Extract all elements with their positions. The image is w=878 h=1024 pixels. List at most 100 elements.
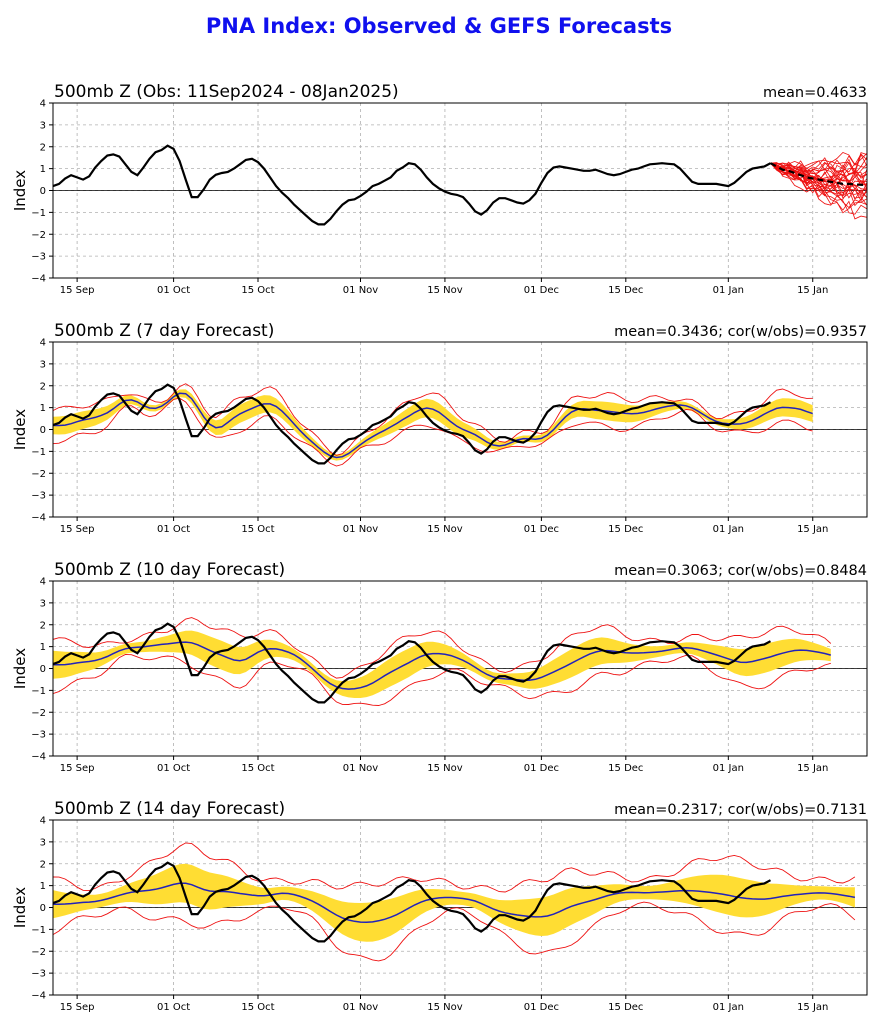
x-tick-label: 15 Dec <box>608 1002 643 1013</box>
x-tick-label: 01 Oct <box>157 524 190 535</box>
x-tick-label: 15 Oct <box>241 285 274 296</box>
y-tick-label: 2 <box>40 620 46 631</box>
x-tick-label: 01 Dec <box>524 524 559 535</box>
panel-4: −4 −3 −2 −1 0 1 2 3 4 15 Sep 01 Oct 15 Oct 01 Nov 15 … <box>11 799 868 1013</box>
plot-area <box>53 842 856 962</box>
y-tick-label: −4 <box>31 513 46 524</box>
observed-series-line <box>53 144 772 226</box>
y-tick-label: 0 <box>40 186 46 197</box>
y-tick-label: 2 <box>40 381 46 392</box>
x-tick-label: 01 Oct <box>157 763 190 774</box>
x-tick-label: 15 Nov <box>427 285 463 296</box>
x-tick-label: 01 Nov <box>343 524 379 535</box>
y-axis-label: Index <box>11 170 29 211</box>
y-tick-label: 0 <box>40 425 46 436</box>
x-tick-label: 01 Dec <box>524 763 559 774</box>
y-tick-label: 1 <box>40 881 46 892</box>
panel-title: 500mb Z (7 day Forecast) <box>54 321 274 341</box>
y-tick-label: −2 <box>31 708 46 719</box>
y-tick-label: 3 <box>40 598 46 609</box>
ensemble-member-line <box>770 152 867 172</box>
y-tick-label: 4 <box>40 577 46 588</box>
y-tick-label: 1 <box>40 403 46 414</box>
observed-series-line <box>53 861 772 943</box>
envelope-upper-line <box>53 383 813 456</box>
ensemble-member-line <box>770 162 867 191</box>
y-tick-label: 4 <box>40 99 46 110</box>
panel-1: −4 −3 −2 −1 0 1 2 3 4 15 Sep 01 Oct 15 Oct 01 Nov 15 … <box>11 82 868 296</box>
ensemble-mean-line <box>53 882 856 924</box>
y-tick-label: 3 <box>40 837 46 848</box>
x-tick-label: 01 Nov <box>343 285 379 296</box>
ensemble-member-line <box>770 162 867 197</box>
y-tick-label: −1 <box>31 686 46 697</box>
y-tick-label: 0 <box>40 903 46 914</box>
y-axis-label: Index <box>11 648 29 689</box>
envelope-lower-line <box>53 901 856 962</box>
x-tick-label: 15 Dec <box>608 524 643 535</box>
y-tick-label: 4 <box>40 816 46 827</box>
x-tick-label: 15 Jan <box>797 524 828 535</box>
x-tick-label: 15 Dec <box>608 763 643 774</box>
x-tick-label: 01 Oct <box>157 285 190 296</box>
y-tick-label: −3 <box>31 252 46 263</box>
x-tick-label: 15 Sep <box>60 524 95 535</box>
ensemble-spread-band <box>53 389 813 461</box>
x-tick-label: 01 Jan <box>713 763 744 774</box>
y-tick-label: 4 <box>40 338 46 349</box>
x-tick-label: 15 Oct <box>241 1002 274 1013</box>
x-tick-label: 15 Sep <box>60 763 95 774</box>
panel-title: 500mb Z (10 day Forecast) <box>54 560 285 580</box>
ensemble-mean-line <box>53 392 813 459</box>
panel-annotation: mean=0.2317; cor(w/obs)=0.7131 <box>614 802 867 818</box>
y-tick-label: 0 <box>40 664 46 675</box>
page-title: PNA Index: Observed & GEFS Forecasts <box>205 14 673 38</box>
x-tick-label: 15 Jan <box>797 763 828 774</box>
x-tick-label: 15 Nov <box>427 1002 463 1013</box>
x-tick-label: 01 Dec <box>524 285 559 296</box>
y-tick-label: −4 <box>31 752 46 763</box>
ensemble-mean-line <box>53 641 831 690</box>
y-tick-label: −4 <box>31 991 46 1002</box>
ensemble-member-line <box>770 153 867 172</box>
y-tick-label: −2 <box>31 947 46 958</box>
x-tick-label: 15 Oct <box>241 524 274 535</box>
panel-title: 500mb Z (14 day Forecast) <box>54 799 285 819</box>
x-tick-label: 01 Nov <box>343 763 379 774</box>
x-tick-label: 01 Jan <box>713 285 744 296</box>
y-tick-label: −1 <box>31 208 46 219</box>
x-tick-label: 15 Nov <box>427 524 463 535</box>
x-tick-label: 15 Jan <box>797 1002 828 1013</box>
ensemble-member-line <box>770 162 867 209</box>
y-tick-label: 1 <box>40 642 46 653</box>
x-tick-label: 01 Jan <box>713 1002 744 1013</box>
ensemble-member-line <box>770 162 867 176</box>
observed-series-line <box>53 622 772 704</box>
ensemble-member-line <box>770 162 867 220</box>
plot-area <box>53 144 867 226</box>
y-tick-label: 2 <box>40 859 46 870</box>
y-tick-label: −2 <box>31 230 46 241</box>
observed-series-line <box>53 383 772 465</box>
panel-annotation: mean=0.3063; cor(w/obs)=0.8484 <box>614 563 867 579</box>
y-tick-label: 2 <box>40 142 46 153</box>
plot-area <box>53 617 832 706</box>
ensemble-spread-band <box>53 863 855 942</box>
panel-3: −4 −3 −2 −1 0 1 2 3 4 15 Sep 01 Oct 15 Oct 01 Nov 15 … <box>11 560 868 774</box>
y-tick-label: −3 <box>31 969 46 980</box>
y-tick-label: −1 <box>31 447 46 458</box>
y-tick-label: −3 <box>31 730 46 741</box>
x-tick-label: 15 Nov <box>427 763 463 774</box>
y-tick-label: −3 <box>31 491 46 502</box>
x-tick-label: 15 Sep <box>60 1002 95 1013</box>
x-tick-label: 01 Oct <box>157 1002 190 1013</box>
y-axis-label: Index <box>11 409 29 450</box>
y-tick-label: −4 <box>31 274 46 285</box>
panel-annotation: mean=0.4633 <box>763 85 867 101</box>
y-tick-label: 3 <box>40 120 46 131</box>
y-tick-label: −2 <box>31 469 46 480</box>
panel-title: 500mb Z (Obs: 11Sep2024 - 08Jan2025) <box>54 82 399 102</box>
y-tick-label: 1 <box>40 164 46 175</box>
plot-area <box>53 383 813 467</box>
